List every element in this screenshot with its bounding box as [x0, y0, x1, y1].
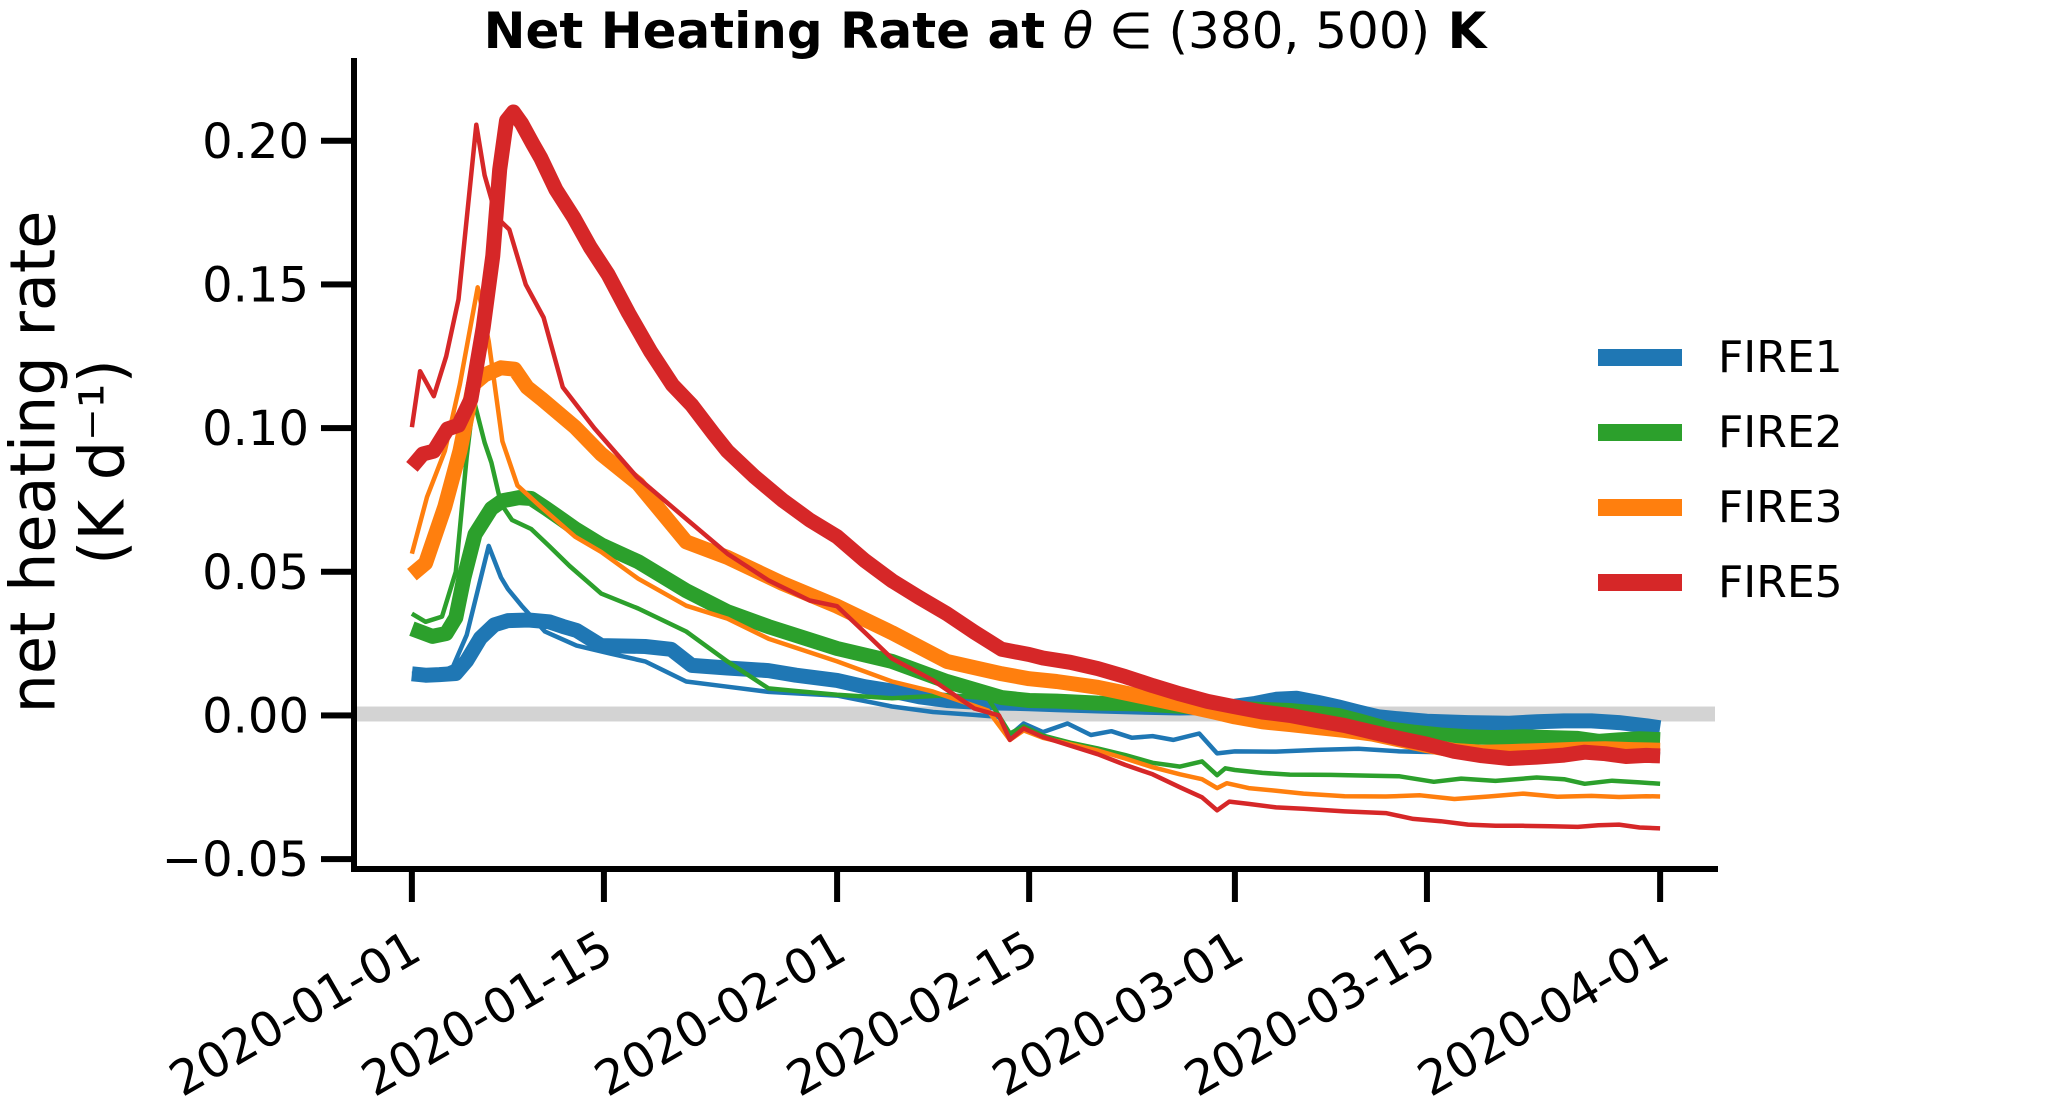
legend-label: FIRE2	[1718, 406, 1843, 458]
y-tick-label: 0.20	[202, 114, 309, 170]
y-tick	[321, 568, 351, 575]
legend-row: FIRE5	[1598, 545, 1843, 620]
x-tick	[600, 872, 607, 902]
legend-row: FIRE2	[1598, 395, 1843, 470]
chart-title-math: ∈ (380, 500)	[1093, 2, 1431, 60]
y-tick	[321, 856, 351, 863]
x-tick-label: 2020-04-01	[1409, 920, 1679, 1108]
x-tick	[1423, 872, 1430, 902]
x-axis-spine	[351, 866, 1718, 872]
legend-swatch-fire3	[1598, 499, 1682, 516]
x-tick	[1657, 872, 1664, 902]
legend: FIRE1 FIRE2 FIRE3 FIRE5	[1598, 320, 1843, 620]
legend-row: FIRE3	[1598, 470, 1843, 545]
legend-label: FIRE1	[1718, 331, 1843, 383]
legend-label: FIRE5	[1718, 556, 1843, 608]
y-tick-label: 0.00	[202, 688, 309, 744]
chart-title-text: Net Heating Rate at	[483, 2, 1063, 60]
legend-label: FIRE3	[1718, 481, 1843, 533]
chart-title: Net Heating Rate at θ ∈ (380, 500) K	[484, 2, 1487, 60]
y-tick	[321, 281, 351, 288]
series-line-fire5-thick	[406, 104, 1661, 766]
y-tick	[321, 425, 351, 432]
x-tick	[834, 872, 841, 902]
legend-swatch-fire1	[1598, 349, 1682, 366]
y-axis-spine	[351, 58, 357, 872]
y-tick-label: 0.10	[202, 401, 309, 457]
y-tick-label: 0.05	[202, 545, 309, 601]
legend-swatch-fire5	[1598, 574, 1682, 591]
x-tick	[1231, 872, 1238, 902]
series-line-fire5-thin	[409, 122, 1661, 831]
y-tick-label: 0.15	[202, 257, 309, 313]
legend-swatch-fire2	[1598, 424, 1682, 441]
chart-title-unit: K	[1430, 2, 1487, 60]
legend-row: FIRE1	[1598, 320, 1843, 395]
series-line-fire1-thick	[411, 612, 1662, 736]
series-line-fire1-thin	[411, 543, 1661, 757]
series-line-fire2-thick	[409, 490, 1661, 749]
chart-title-theta: θ	[1062, 2, 1094, 60]
y-tick	[321, 137, 351, 144]
y-tick	[321, 712, 351, 719]
x-tick	[1026, 872, 1033, 902]
y-tick-label: −0.05	[162, 832, 309, 888]
x-tick	[408, 872, 415, 902]
